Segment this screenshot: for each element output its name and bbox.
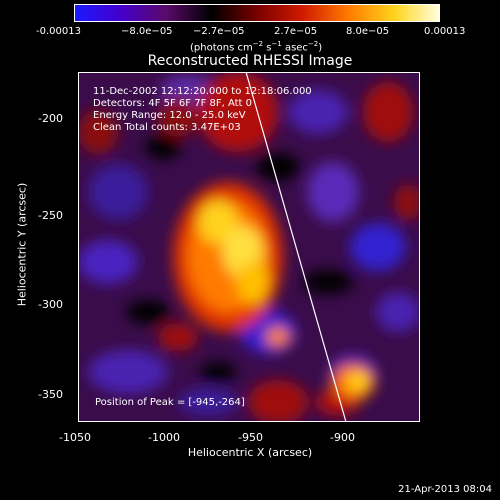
colorbar-tick: 8.0e−05 [346,26,390,37]
info-line: 11-Dec-2002 12:12:20.000 to 12:18:06.000 [93,86,312,97]
x-tick-label: -1050 [59,431,91,444]
units-exp: −2 [252,40,264,48]
info-line: Energy Range: 12.0 - 25.0 keV [93,110,246,121]
x-axis-label: Heliocentric X (arcsec) [187,446,313,459]
units-part: asec [281,42,308,54]
peak-position: Position of Peak = [-945,-264] [95,397,245,408]
units-part: ) [318,42,323,54]
y-tick-label: -200 [38,112,63,125]
colorbar-tick: 2.7e−05 [274,26,318,37]
units-part: s [263,42,272,54]
colorbar-units: (photons cm−2 s−1 asec−2) [190,38,322,54]
colorbar-ticks: -0.00013 −8.0e−05 −2.7e−05 2.7e−05 8.0e−… [0,26,500,40]
info-line: Clean Total counts: 3.47E+03 [93,122,241,133]
colorbar-tick: -0.00013 [36,26,81,37]
units-part: (photons cm [190,42,253,54]
solar-limb-line [245,72,347,422]
y-tick-label: -250 [38,209,63,222]
y-tick-label: -300 [38,298,63,311]
x-tick-label: -900 [330,431,355,444]
rhessi-image [78,72,420,422]
info-line: Detectors: 4F 5F 6F 7F 8F, Att 0 [93,98,253,109]
info-block: 11-Dec-2002 12:12:20.000 to 12:18:06.000… [93,86,312,134]
units-exp: −2 [307,40,319,48]
colorbar-tick: −8.0e−05 [121,26,173,37]
colorbar [74,4,440,22]
y-tick-label: -350 [38,388,63,401]
colorbar-tick: −2.7e−05 [193,26,245,37]
y-axis-label: Heliocentric Y (arcsec) [15,182,29,307]
timestamp: 21-Apr-2013 08:04 [398,484,492,495]
units-exp: −1 [271,40,282,48]
colorbar-tick: 0.00013 [424,26,466,37]
x-tick-label: -1000 [148,431,180,444]
x-tick-label: -950 [238,431,263,444]
plot-title: Reconstructed RHESSI Image [147,53,353,69]
